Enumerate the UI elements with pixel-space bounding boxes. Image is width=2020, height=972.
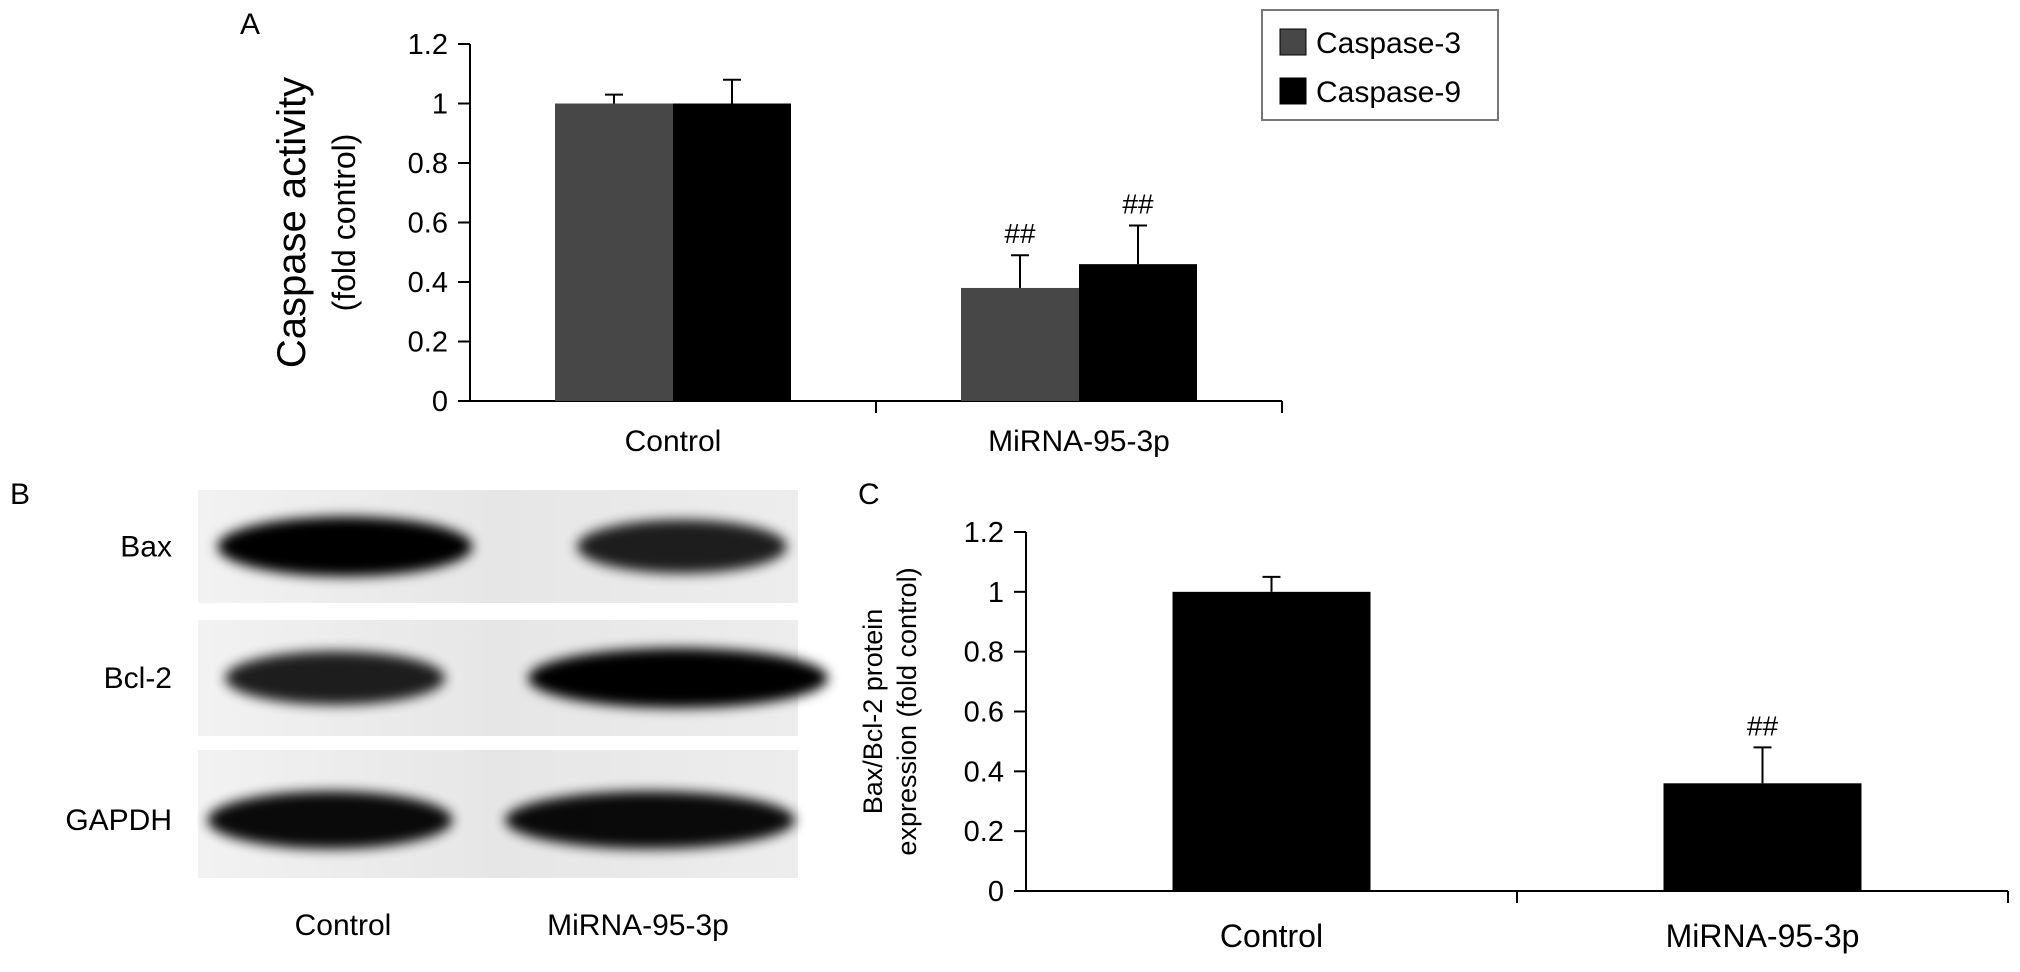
y-axis-label: Bax/Bcl-2 protein	[858, 609, 888, 815]
y-tick-label: 0.6	[964, 697, 1004, 729]
blot-lane-label: Control	[295, 909, 392, 942]
x-tick-label: MiRNA-95-3p	[988, 425, 1170, 458]
blot-band	[207, 791, 453, 849]
panel-label-a: A	[240, 8, 261, 41]
significance-label: ##	[1747, 710, 1779, 741]
x-tick-label: Control	[625, 425, 722, 458]
bar	[1172, 591, 1371, 891]
y-tick-label: 0.8	[964, 637, 1004, 669]
bar	[961, 287, 1079, 401]
chart-group: 0 0.2 0.4 0.6 0.8 1 1.2 Control ## MiRNA-95-3p Bax…	[858, 517, 2009, 954]
panel-label-b: B	[10, 478, 31, 511]
legend-label: Caspase-9	[1316, 76, 1461, 109]
bar	[555, 103, 673, 401]
y-tick-label: 1.2	[408, 29, 448, 61]
blot-row-bax: Bax	[120, 490, 798, 603]
blot-band	[505, 791, 795, 849]
y-tick-label: 0	[988, 876, 1004, 908]
bar	[1663, 783, 1862, 891]
blot-row-gapdh: GAPDH	[65, 750, 798, 878]
blot-row-label: GAPDH	[65, 804, 172, 837]
blot-band	[225, 651, 445, 705]
blot-row-label: Bcl-2	[104, 662, 172, 695]
y-axis-label-line2: (fold control)	[326, 134, 362, 312]
y-tick-label: 1	[432, 89, 448, 121]
y-axis-label-line2: expression (fold control)	[892, 567, 922, 855]
legend: Caspase-3 Caspase-9	[1261, 9, 1499, 121]
legend-swatch	[1279, 28, 1307, 56]
legend-swatch	[1279, 77, 1307, 105]
legend-label: Caspase-3	[1316, 27, 1461, 60]
y-tick-label: 0.6	[408, 208, 448, 240]
panel-label-c: C	[858, 478, 880, 511]
y-tick-label: 1	[988, 577, 1004, 609]
y-tick-label: 0.2	[964, 816, 1004, 848]
y-tick-label: 0.8	[408, 148, 448, 180]
bar	[673, 103, 791, 401]
blot-row-label: Bax	[120, 531, 172, 564]
x-tick-label: MiRNA-95-3p	[1666, 918, 1860, 954]
y-tick-label: 0.2	[408, 327, 448, 359]
y-tick-label: 1.2	[964, 517, 1004, 549]
significance-label: ##	[1004, 218, 1036, 249]
blot-lane-label: MiRNA-95-3p	[547, 909, 729, 942]
blot-band	[528, 648, 828, 708]
blot-band	[577, 519, 787, 574]
y-tick-label: 0.4	[964, 756, 1004, 788]
y-tick-label: 0.4	[408, 267, 448, 299]
significance-label: ##	[1122, 188, 1154, 219]
x-tick-label: Control	[1220, 918, 1323, 954]
bar	[1079, 264, 1197, 401]
blot-band	[217, 516, 473, 577]
y-tick-label: 0	[432, 386, 448, 418]
blot-row-bcl-2: Bcl-2	[104, 620, 828, 736]
chart-group: 0 0.2 0.4 0.6 0.8 1 1.2 Control ## ## MiRNA-95-3p C…	[270, 29, 1283, 458]
y-axis-label: Caspase activity	[270, 77, 314, 368]
